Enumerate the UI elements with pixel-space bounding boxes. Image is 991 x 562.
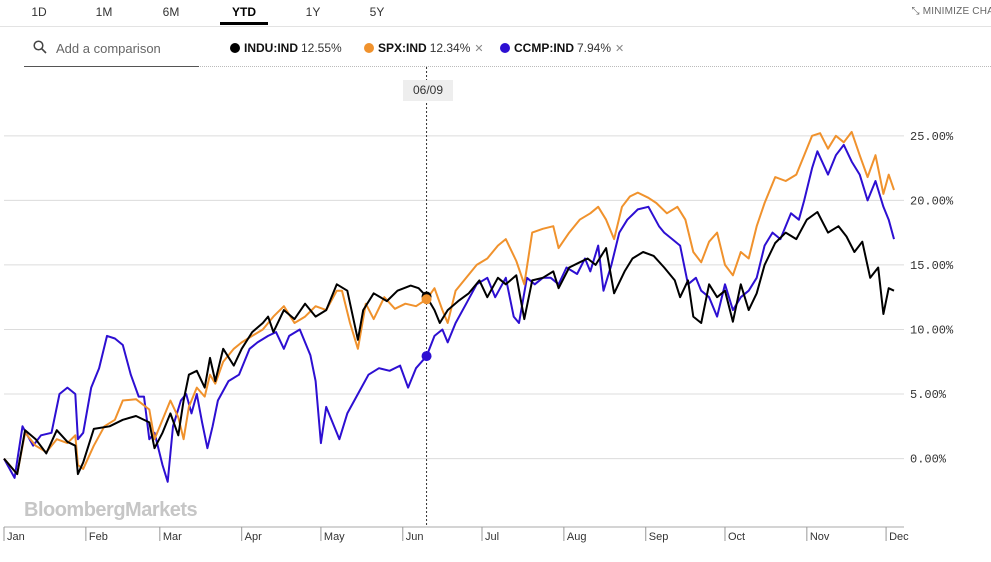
- x-tick-label: Dec: [889, 531, 909, 543]
- legend-symbol: INDU:IND: [244, 41, 298, 55]
- legend-item-ccmp[interactable]: CCMP:IND 7.94% ✕: [500, 41, 624, 55]
- y-tick-label: 20.00%: [910, 194, 954, 208]
- series-line-indu: [3, 211, 895, 476]
- remove-spx-icon[interactable]: ✕: [474, 43, 484, 55]
- remove-ccmp-icon[interactable]: ✕: [615, 43, 625, 55]
- search-input[interactable]: [54, 36, 198, 60]
- tab-1m[interactable]: 1M: [95, 5, 113, 19]
- y-tick-label: 5.00%: [910, 388, 947, 402]
- minimize-chart-button[interactable]: ⤡ MINIMIZE CHAI: [912, 6, 991, 17]
- crosshair-point-spx: [421, 294, 432, 305]
- legend-dot-icon: [230, 43, 240, 53]
- x-tick-label: Jun: [406, 531, 424, 543]
- tab-ytd[interactable]: YTD: [232, 5, 256, 19]
- legend-change: 7.94%: [577, 41, 612, 55]
- comparison-search: [24, 34, 199, 67]
- legend-item-spx[interactable]: SPX:IND 12.34% ✕: [364, 41, 484, 55]
- y-tick-label: 10.00%: [910, 323, 954, 337]
- legend-divider: [200, 66, 991, 67]
- x-tick-label: Aug: [567, 531, 587, 543]
- active-tab-indicator: [220, 22, 268, 25]
- minimize-icon: ⤡: [911, 6, 920, 17]
- x-tick-label: Mar: [163, 531, 182, 543]
- legend-item-indu[interactable]: INDU:IND 12.55%: [230, 41, 342, 55]
- range-selector: 1D 1M 6M YTD 1Y 5Y ⤡ MINIMIZE CHAI: [0, 0, 991, 26]
- tab-5y[interactable]: 5Y: [369, 5, 385, 19]
- legend-change: 12.34%: [429, 41, 471, 55]
- tab-1y[interactable]: 1Y: [305, 5, 321, 19]
- x-tick-label: Nov: [810, 531, 830, 543]
- search-icon: [33, 40, 47, 54]
- y-tick-label: 0.00%: [910, 453, 947, 467]
- y-tick-label: 15.00%: [910, 259, 954, 273]
- series-line-spx: [3, 130, 895, 476]
- legend-dot-icon: [364, 43, 374, 53]
- x-tick-label: Feb: [89, 531, 108, 543]
- tab-1d[interactable]: 1D: [31, 5, 47, 19]
- legend-dot-icon: [500, 43, 510, 53]
- crosshair-point-ccmp: [421, 351, 432, 362]
- header-divider: [0, 26, 991, 27]
- bloomberg-watermark: BloombergMarkets: [24, 499, 198, 521]
- x-tick-label: Oct: [728, 531, 745, 543]
- legend-symbol: SPX:IND: [378, 41, 427, 55]
- series-line-ccmp: [3, 143, 895, 483]
- legend-symbol: CCMP:IND: [514, 41, 574, 55]
- x-tick-label: Jan: [7, 531, 25, 543]
- y-tick-label: 25.00%: [910, 130, 954, 144]
- x-tick-label: Sep: [649, 531, 669, 543]
- tab-6m[interactable]: 6M: [162, 5, 180, 19]
- legend-change: 12.55%: [301, 41, 342, 55]
- x-tick-label: May: [324, 531, 345, 543]
- crosshair-date-label: 06/09: [403, 80, 453, 101]
- minimize-label: MINIMIZE CHAI: [922, 6, 991, 17]
- x-tick-label: Apr: [245, 531, 262, 543]
- x-tick-label: Jul: [485, 531, 499, 543]
